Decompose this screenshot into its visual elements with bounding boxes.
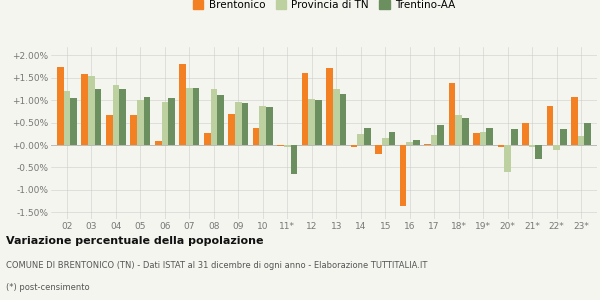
Bar [455, 115, 462, 145]
Bar [106, 115, 113, 145]
Bar [462, 118, 469, 145]
Bar [64, 91, 70, 145]
Bar [88, 76, 95, 145]
Bar [315, 100, 322, 145]
Bar [529, 145, 535, 147]
Bar [204, 133, 211, 145]
Bar [511, 129, 518, 145]
Bar [259, 106, 266, 145]
Bar [498, 145, 505, 147]
Bar [578, 136, 584, 145]
Bar [333, 89, 340, 145]
Bar [308, 99, 315, 145]
Bar [229, 114, 235, 145]
Bar [480, 132, 487, 145]
Bar [358, 134, 364, 145]
Bar [535, 145, 542, 158]
Text: Variazione percentuale della popolazione: Variazione percentuale della popolazione [6, 236, 263, 245]
Bar [82, 74, 88, 145]
Bar [186, 88, 193, 145]
Legend: Brentonico, Provincia di TN, Trentino-AA: Brentonico, Provincia di TN, Trentino-AA [193, 0, 455, 10]
Bar [235, 102, 242, 145]
Text: (*) post-censimento: (*) post-censimento [6, 284, 89, 292]
Bar [375, 145, 382, 154]
Bar [553, 145, 560, 150]
Bar [290, 145, 297, 174]
Bar [431, 135, 437, 145]
Bar [217, 95, 224, 145]
Bar [284, 145, 290, 147]
Bar [424, 144, 431, 145]
Bar [413, 140, 419, 145]
Bar [437, 125, 444, 145]
Bar [364, 128, 371, 145]
Bar [277, 145, 284, 146]
Bar [302, 74, 308, 145]
Bar [253, 128, 259, 145]
Bar [326, 68, 333, 145]
Text: COMUNE DI BRENTONICO (TN) - Dati ISTAT al 31 dicembre di ogni anno - Elaborazion: COMUNE DI BRENTONICO (TN) - Dati ISTAT a… [6, 261, 427, 270]
Bar [70, 98, 77, 145]
Bar [382, 138, 389, 145]
Bar [266, 107, 273, 145]
Bar [211, 89, 217, 145]
Bar [584, 123, 591, 145]
Bar [161, 102, 168, 145]
Bar [351, 145, 358, 147]
Bar [130, 115, 137, 145]
Bar [155, 141, 161, 145]
Bar [143, 97, 150, 145]
Bar [95, 89, 101, 145]
Bar [57, 67, 64, 145]
Bar [340, 94, 346, 145]
Bar [168, 98, 175, 145]
Bar [137, 100, 143, 145]
Bar [473, 133, 480, 145]
Bar [560, 129, 566, 145]
Bar [113, 85, 119, 145]
Bar [505, 145, 511, 172]
Bar [406, 142, 413, 145]
Bar [119, 89, 126, 145]
Bar [242, 103, 248, 145]
Bar [449, 83, 455, 145]
Bar [547, 106, 553, 145]
Bar [571, 97, 578, 145]
Bar [487, 128, 493, 145]
Bar [179, 64, 186, 145]
Bar [522, 123, 529, 145]
Bar [389, 132, 395, 145]
Bar [193, 88, 199, 145]
Bar [400, 145, 406, 206]
